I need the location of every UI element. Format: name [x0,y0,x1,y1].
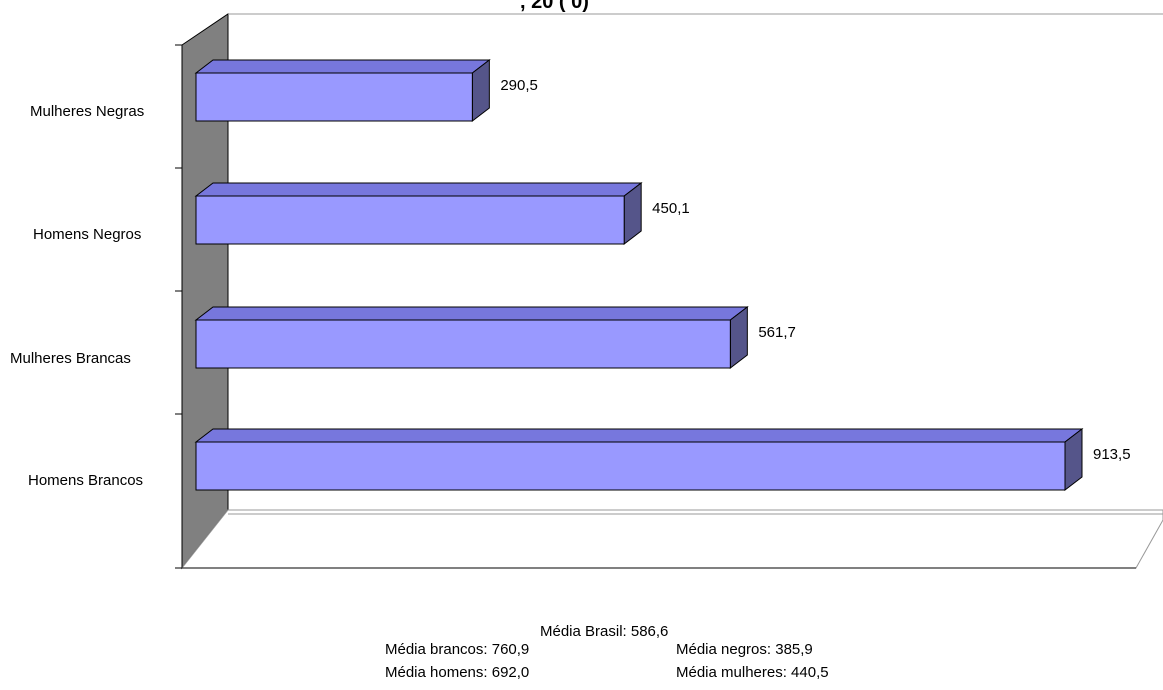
category-label: Homens Brancos [28,472,143,489]
data-label: 561,7 [758,324,796,341]
bar [195,441,1066,491]
bar [195,319,731,369]
stat-media-homens: Média homens: 692,0 [385,664,530,681]
stat-media-mulheres: Média mulheres: 440,5 [676,664,829,681]
bar-chart: , 20 ( 0) 913,5 Homens Brancos 561,7 Mulher… [10,0,1163,570]
category-label: Homens Negros [33,226,141,243]
stat-media-negros: Média negros: 385,9 [676,641,813,658]
bar [195,195,625,245]
data-label: 450,1 [652,200,690,217]
category-label: Mulheres Brancas [10,350,131,367]
bar [195,72,473,122]
stat-media-brasil: Média Brasil: 586,6 [540,623,669,640]
bar-top-face [194,306,749,321]
chart-title-fragment: , 20 ( 0) [520,0,589,13]
bar-top-face [194,428,1084,443]
bar-top-face [194,182,643,197]
labels-group: 913,5 Homens Brancos 561,7 Mulheres Brancas… [10,77,1131,489]
data-label: 913,5 [1093,446,1131,463]
chart-floor [180,509,1163,569]
stat-media-brancos: Média brancos: 760,9 [385,641,530,658]
bar-top-face [194,59,491,74]
data-label: 290,5 [500,77,538,94]
bars-group [194,58,1084,492]
category-label: Mulheres Negras [30,103,144,120]
